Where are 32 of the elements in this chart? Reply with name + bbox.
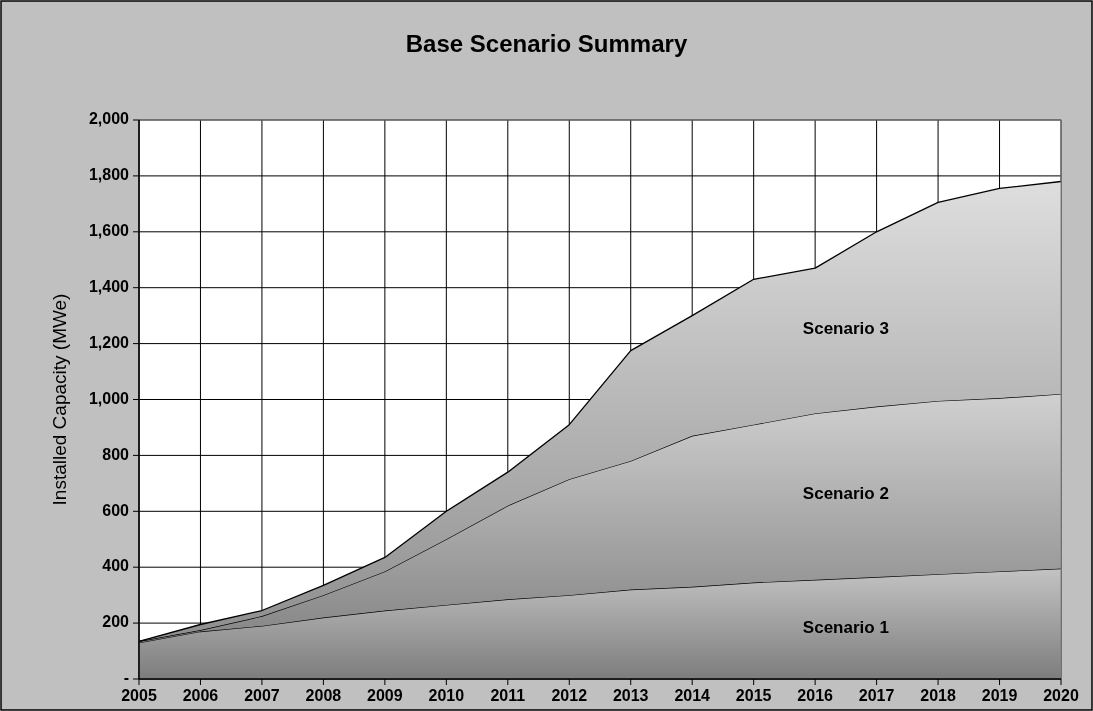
- x-tick-label: 2010: [428, 687, 465, 704]
- series-label: Scenario 2: [802, 483, 889, 503]
- x-tick-label: 2020: [1043, 687, 1079, 704]
- y-tick-label: 1,200: [88, 333, 130, 351]
- y-tick-label: -: [123, 669, 129, 687]
- x-tick-label: 2013: [612, 687, 649, 704]
- x-tick-label: 2014: [674, 687, 711, 704]
- x-tick-label: 2007: [244, 687, 280, 704]
- y-tick-label: 1,400: [88, 277, 130, 295]
- y-tick-label: 1,600: [88, 222, 130, 240]
- y-axis-title: Installed Capacity (MWe): [49, 293, 70, 506]
- x-tick-label: 2016: [797, 687, 834, 704]
- y-tick-label: 200: [102, 613, 130, 631]
- x-tick-label: 2006: [182, 687, 219, 704]
- x-tick-label: 2005: [121, 687, 157, 704]
- y-tick-label: 2,000: [88, 110, 130, 128]
- y-tick-label: 1,000: [88, 389, 130, 407]
- y-tick-label: 600: [102, 501, 130, 519]
- y-tick-label: 400: [102, 557, 130, 575]
- chart-title: Base Scenario Summary: [405, 30, 688, 57]
- x-tick-label: 2017: [858, 687, 895, 704]
- x-tick-label: 2012: [551, 687, 588, 704]
- y-tick-label: 1,800: [88, 166, 130, 184]
- x-tick-label: 2018: [920, 687, 956, 704]
- x-tick-label: 2019: [981, 687, 1018, 704]
- x-tick-label: 2015: [735, 687, 772, 704]
- series-label: Scenario 1: [802, 618, 889, 638]
- x-tick-label: 2008: [305, 687, 342, 704]
- series-label: Scenario 3: [802, 319, 889, 339]
- y-tick-label: 800: [102, 445, 130, 463]
- x-tick-label: 2011: [490, 687, 526, 704]
- x-tick-label: 2009: [367, 687, 403, 704]
